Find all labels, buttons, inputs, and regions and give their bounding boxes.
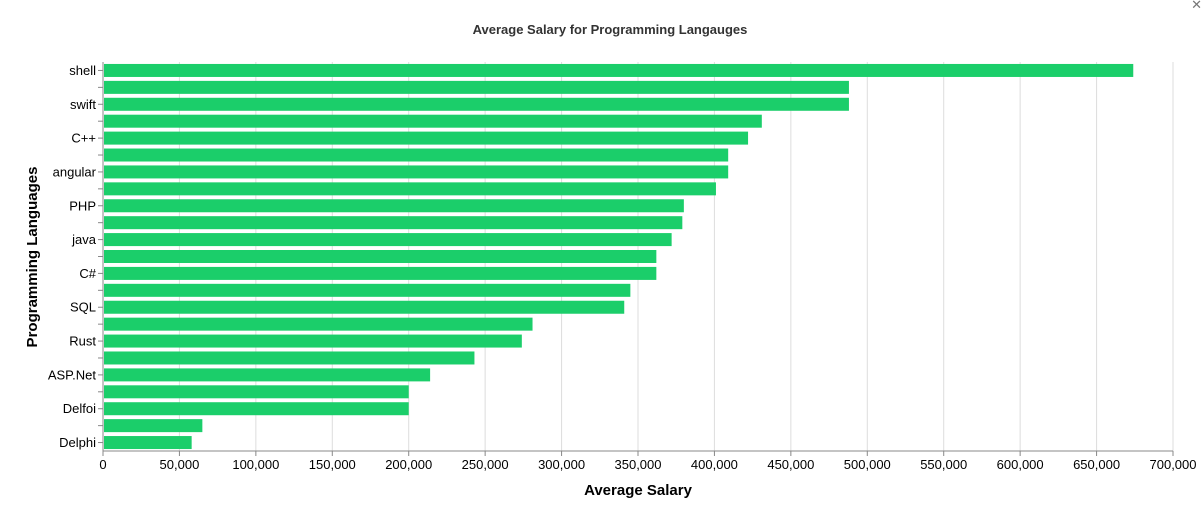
bar (104, 368, 431, 382)
y-tick-label: Rust (69, 334, 96, 349)
bar (104, 131, 749, 145)
bar (104, 351, 475, 365)
y-tick-label: Delfoi (63, 401, 96, 416)
bars (104, 63, 1134, 450)
y-tick-label: PHP (69, 198, 96, 213)
bar (104, 182, 716, 196)
y-tick-label: shell (69, 63, 96, 78)
x-axis-title: Average Salary (584, 482, 693, 499)
x-tick-label: 50,000 (160, 457, 200, 472)
chart-title: Average Salary for Programming Langauges (473, 22, 748, 37)
y-tick-label: C# (79, 266, 96, 281)
y-tick-label: angular (53, 164, 97, 179)
x-tick-label: 100,000 (232, 457, 279, 472)
y-tick-label: ASP.Net (48, 367, 97, 382)
x-tick-label: 500,000 (844, 457, 891, 472)
bar (104, 266, 657, 280)
bar (104, 114, 762, 128)
bar (104, 165, 729, 179)
bar (104, 233, 672, 247)
x-tick-label: 0 (99, 457, 106, 472)
x-tick-label: 650,000 (1073, 457, 1120, 472)
bar (104, 97, 849, 111)
x-tick-label: 350,000 (615, 457, 662, 472)
bar (104, 436, 192, 450)
x-tick-label: 250,000 (462, 457, 509, 472)
x-tick-label: 400,000 (691, 457, 738, 472)
bar (104, 317, 533, 331)
bar (104, 385, 409, 399)
bar (104, 419, 203, 433)
axes: 0 50,000 100,000 150,000 200,000 250,000 300,0… (48, 62, 1197, 472)
bar (104, 63, 1134, 77)
bar (104, 250, 657, 263)
bar (104, 283, 631, 297)
x-tick-label: 600,000 (997, 457, 1044, 472)
y-axis-title: Programming Languages (24, 167, 41, 348)
y-tick-label: java (71, 232, 97, 247)
y-tick-label: C++ (71, 131, 96, 146)
y-tick-label: SQL (70, 300, 96, 315)
bar (104, 402, 409, 416)
y-tick-label: swift (70, 97, 96, 112)
bar (104, 148, 729, 162)
bar (104, 334, 522, 348)
bar (104, 199, 684, 213)
y-tick-label: Delphi (59, 435, 96, 450)
x-tick-label: 150,000 (309, 457, 356, 472)
x-tick-label: 200,000 (385, 457, 432, 472)
close-icon[interactable]: ✕ (1191, 0, 1202, 13)
x-tick-label: 450,000 (767, 457, 814, 472)
x-tick-label: 700,000 (1150, 457, 1197, 472)
bar (104, 300, 625, 314)
bar (104, 216, 683, 230)
x-tick-label: 300,000 (538, 457, 585, 472)
x-tick-label: 550,000 (920, 457, 967, 472)
bar (104, 80, 849, 94)
